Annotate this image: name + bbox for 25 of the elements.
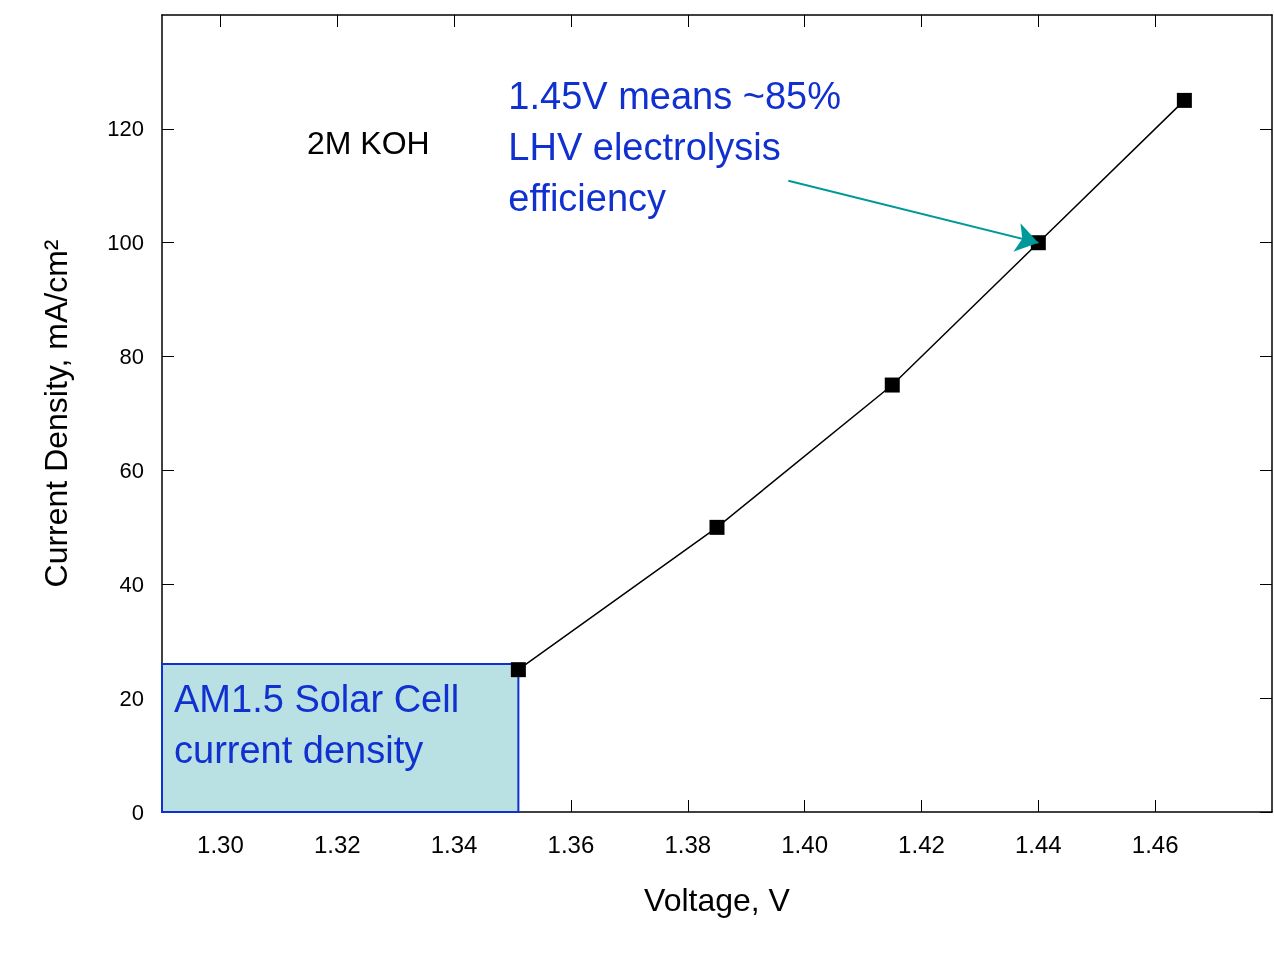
x-tick-label: 1.30: [197, 830, 244, 858]
annotation: 2M KOH: [307, 125, 430, 161]
x-tick-label: 1.34: [430, 830, 478, 858]
x-axis-title: Voltage, V: [644, 882, 791, 918]
x-tick-label: 1.40: [781, 830, 828, 858]
point: [709, 519, 725, 535]
x-tick-label: 1.46: [1131, 830, 1179, 858]
x-tick-label: 1.32: [313, 830, 361, 858]
x-tick-label: 1.38: [664, 830, 712, 858]
y-axis-title: Current Density, mA/cm²: [38, 239, 74, 588]
x-tick-label: 1.42: [898, 830, 945, 858]
y-tick-label: 20: [119, 685, 144, 711]
x-tick-label: 1.36: [547, 830, 595, 858]
x-tick-label: 1.44: [1014, 830, 1062, 858]
annotation: 1.45V means ~85% LHV electrolysis efficiency: [508, 75, 852, 220]
y-tick-label: 120: [107, 116, 144, 142]
y-tick-label: 100: [107, 230, 144, 256]
point: [1176, 92, 1192, 108]
point: [884, 377, 900, 393]
band-label: AM1.5 Solar Cell current density: [174, 678, 470, 772]
y-tick-label: 0: [131, 799, 144, 825]
y-tick-label: 40: [119, 571, 144, 597]
point: [510, 662, 526, 678]
y-tick-label: 80: [119, 344, 144, 370]
y-tick-label: 60: [119, 457, 144, 483]
